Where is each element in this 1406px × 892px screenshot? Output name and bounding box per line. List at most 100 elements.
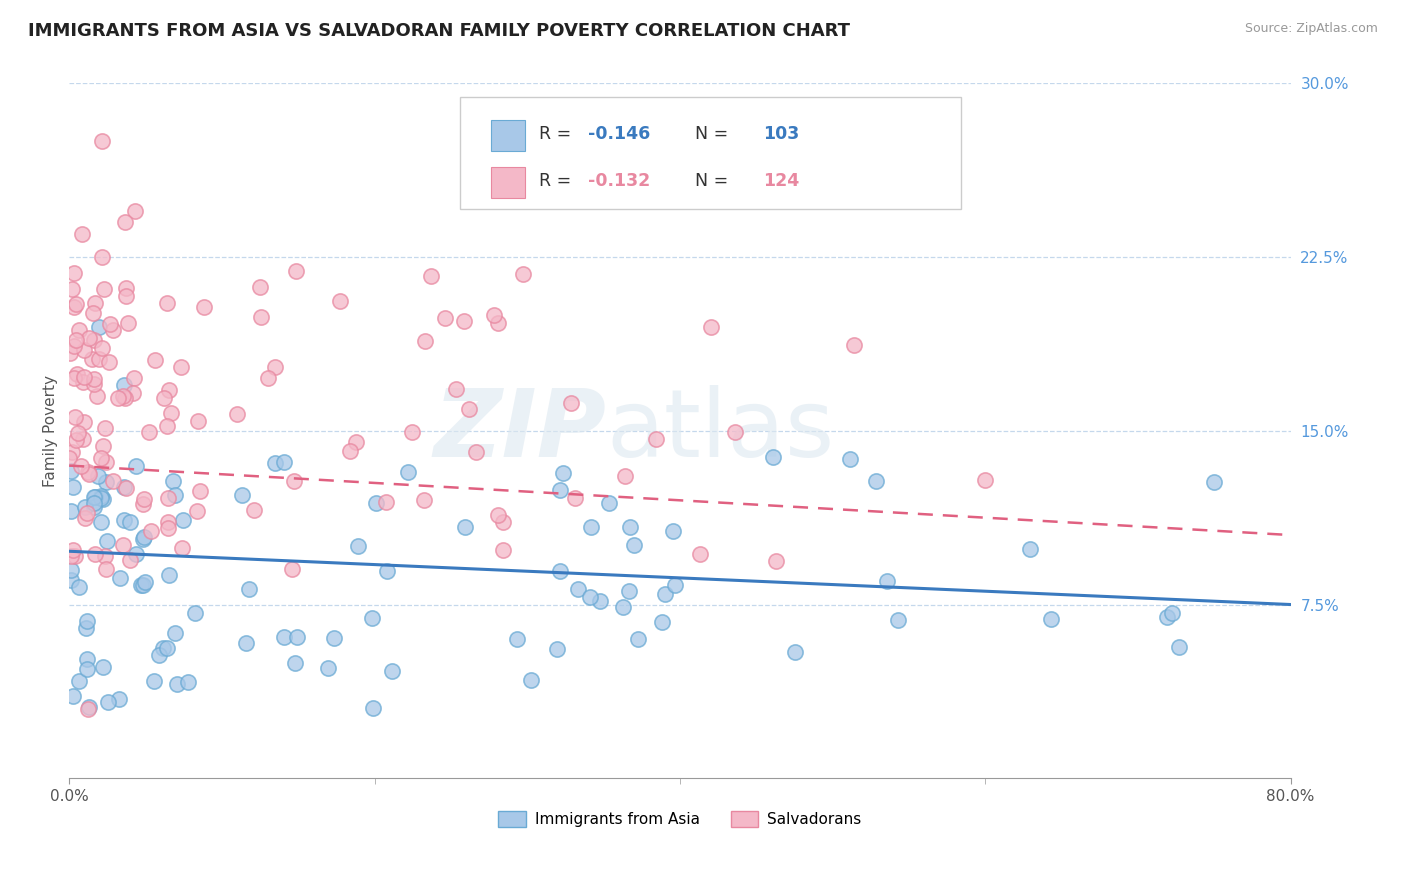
Point — [172, 513, 194, 527]
Point — [132, 530, 155, 544]
Point — [627, 632, 650, 646]
Point — [612, 599, 634, 614]
Point — [482, 309, 505, 323]
Point — [132, 533, 155, 547]
Text: 124: 124 — [763, 171, 799, 190]
Point — [506, 632, 529, 646]
Point — [1018, 542, 1040, 557]
Point — [664, 578, 686, 592]
Point — [329, 293, 352, 308]
Point — [90, 491, 112, 505]
Bar — [491, 120, 524, 152]
Point — [80, 351, 103, 366]
Point — [98, 317, 121, 331]
Point — [67, 673, 90, 688]
Point — [366, 496, 388, 510]
Point — [83, 490, 105, 504]
Point — [63, 549, 86, 564]
Y-axis label: Family Poverty: Family Poverty — [44, 375, 58, 487]
Point — [115, 288, 138, 302]
Point — [226, 407, 249, 421]
Point — [141, 524, 163, 539]
Point — [157, 384, 180, 398]
Point — [188, 484, 211, 499]
Point — [264, 456, 287, 470]
Point — [82, 306, 104, 320]
Point — [76, 662, 98, 676]
Point — [83, 496, 105, 510]
Point — [94, 421, 117, 435]
Point — [283, 475, 305, 489]
Point — [112, 480, 135, 494]
Point — [287, 630, 309, 644]
Point — [114, 281, 136, 295]
Point — [62, 480, 84, 494]
Point — [152, 641, 174, 656]
Point — [401, 425, 423, 439]
Text: N =: N = — [683, 125, 734, 143]
Point — [75, 621, 97, 635]
Text: N =: N = — [683, 171, 734, 190]
Text: ZIP: ZIP — [434, 384, 606, 477]
Point — [83, 376, 105, 391]
Point — [347, 539, 370, 553]
Point — [623, 538, 645, 552]
Text: IMMIGRANTS FROM ASIA VS SALVADORAN FAMILY POVERTY CORRELATION CHART: IMMIGRANTS FROM ASIA VS SALVADORAN FAMIL… — [28, 22, 851, 40]
Point — [187, 414, 209, 428]
Point — [83, 296, 105, 310]
Point — [377, 565, 399, 579]
Point — [67, 323, 90, 337]
Point — [231, 488, 253, 502]
Point — [512, 267, 534, 281]
Point — [63, 371, 86, 385]
Point — [66, 425, 89, 440]
Point — [62, 300, 84, 314]
Point — [156, 521, 179, 535]
Point — [381, 665, 404, 679]
Point — [163, 625, 186, 640]
Point — [360, 611, 382, 625]
Point — [645, 432, 668, 446]
Point — [186, 503, 208, 517]
Point — [59, 549, 82, 563]
Point — [96, 534, 118, 549]
Point — [103, 475, 125, 489]
Text: R =: R = — [540, 125, 578, 143]
Point — [662, 524, 685, 538]
Point — [62, 339, 84, 353]
Point — [70, 458, 93, 473]
Point — [1156, 610, 1178, 624]
Point — [90, 515, 112, 529]
Point — [131, 578, 153, 592]
Point — [974, 473, 997, 487]
Point — [77, 331, 100, 345]
Point — [87, 319, 110, 334]
Point — [553, 466, 575, 480]
Point — [486, 508, 509, 523]
Point — [172, 541, 194, 556]
Point — [91, 439, 114, 453]
Point — [284, 656, 307, 670]
Point — [273, 630, 295, 644]
Point — [148, 648, 170, 662]
Point — [419, 269, 441, 284]
Point — [73, 510, 96, 524]
Point — [153, 391, 176, 405]
Text: -0.132: -0.132 — [588, 171, 651, 190]
Point — [114, 391, 136, 405]
FancyBboxPatch shape — [460, 97, 960, 209]
Point — [413, 334, 436, 348]
Point — [156, 296, 179, 310]
Point — [257, 371, 280, 385]
Point — [108, 571, 131, 585]
Point — [285, 263, 308, 277]
Point — [107, 691, 129, 706]
Point — [62, 689, 84, 703]
Point — [1040, 612, 1063, 626]
Point — [281, 562, 304, 576]
Point — [546, 641, 568, 656]
Point — [132, 492, 155, 507]
Point — [249, 310, 271, 325]
Point — [156, 641, 179, 656]
Point — [86, 389, 108, 403]
